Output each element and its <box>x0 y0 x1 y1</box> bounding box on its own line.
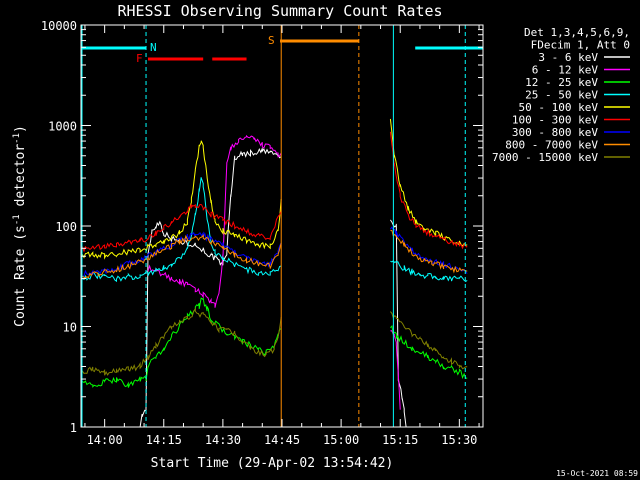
x-tick-label: 14:15 <box>146 433 182 447</box>
x-tick-label: 14:00 <box>87 433 123 447</box>
legend-entry-label: 800 - 7000 keV <box>505 139 598 152</box>
x-axis-label: Start Time (29-Apr-02 13:54:42) <box>151 456 394 471</box>
series-line <box>390 229 468 274</box>
y-tick-label: 10 <box>63 321 77 335</box>
axes-group: 14:00 14:15 14:30 14:45 15:00 15:15 15:30 1 10 10… <box>41 19 484 447</box>
y-tick-label: 100 <box>55 220 77 234</box>
legend-header: Det 1,3,4,5,6,9, <box>524 26 630 39</box>
legend-entry-label: 12 - 25 keV <box>525 76 598 89</box>
y-tick-label: 10000 <box>41 19 77 33</box>
series-line <box>389 118 468 247</box>
series-line <box>390 325 468 380</box>
series-line <box>80 234 282 279</box>
series-line <box>389 131 468 250</box>
chart-title: RHESSI Observing Summary Count Rates <box>117 2 442 20</box>
x-tick-label: 15:00 <box>323 433 359 447</box>
saa-label: S <box>268 34 275 47</box>
series-line <box>80 177 282 283</box>
legend-entry-label: 7000 - 15000 keV <box>492 151 598 164</box>
x-tick-label: 15:30 <box>441 433 477 447</box>
series-line <box>80 140 282 260</box>
legend-entry-label: 100 - 300 keV <box>512 114 598 127</box>
legend-header: FDecim 1, Att 0 <box>531 39 630 52</box>
series-line <box>139 148 282 428</box>
series-line <box>390 330 401 410</box>
series-line <box>80 231 282 278</box>
timestamp: 15-Oct-2021 08:59 <box>556 469 638 478</box>
legend-entry-label: 300 - 800 keV <box>512 126 598 139</box>
series-line <box>80 203 282 253</box>
night-label: N <box>150 41 157 54</box>
y-tick-label: 1 <box>70 421 77 435</box>
series-line <box>80 307 282 376</box>
legend-entry-label: 25 - 50 keV <box>525 89 598 102</box>
y-axis-label: Count Rate (s-1 detector-1) <box>12 125 28 327</box>
legend-entry-label: 50 - 100 keV <box>519 101 599 114</box>
series-line <box>147 134 282 308</box>
flare-label: F <box>136 52 143 65</box>
legend-entry-label: 6 - 12 keV <box>532 64 599 77</box>
x-tick-label: 14:45 <box>264 433 300 447</box>
x-tick-label: 14:30 <box>205 433 241 447</box>
x-tick-label: 15:15 <box>382 433 418 447</box>
series-line <box>390 311 468 370</box>
series-line <box>80 297 282 388</box>
y-tick-label: 1000 <box>48 120 77 134</box>
series-line <box>390 260 468 283</box>
legend-entry-label: 3 - 6 keV <box>538 51 598 64</box>
series-group <box>80 118 468 428</box>
legend: Det 1,3,4,5,6,9,FDecim 1, Att 03 - 6 keV… <box>492 26 630 164</box>
